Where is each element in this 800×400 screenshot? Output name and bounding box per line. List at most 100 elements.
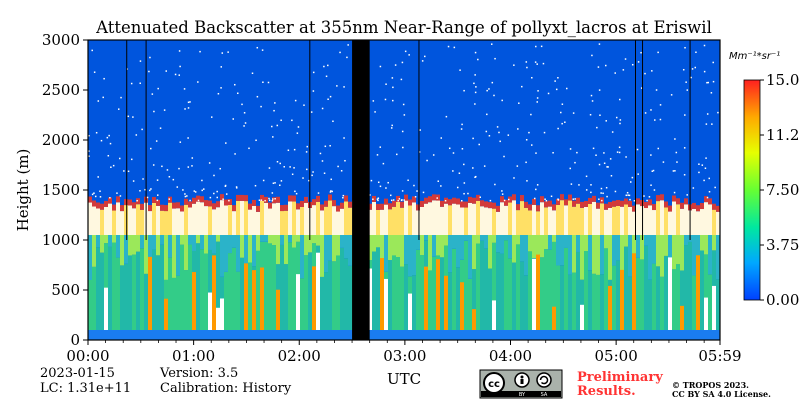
heatmap-speckle <box>474 91 477 94</box>
heatmap-cell <box>592 201 596 235</box>
heatmap-plot-area <box>87 39 722 341</box>
heatmap-speckle <box>146 196 149 199</box>
heatmap-speckle <box>149 189 151 192</box>
heatmap-speckle <box>222 198 224 200</box>
heatmap-speckle <box>168 176 171 178</box>
heatmap-cell <box>548 235 552 250</box>
heatmap-cell <box>540 235 544 258</box>
heatmap-cell <box>248 330 252 340</box>
heatmap-cell <box>600 330 604 340</box>
heatmap-speckle <box>302 177 304 179</box>
heatmap-cell <box>628 235 632 277</box>
heatmap-speckle <box>705 157 707 159</box>
heatmap-cell <box>540 330 544 340</box>
heatmap-speckle <box>712 61 714 64</box>
heatmap-cell <box>216 201 220 208</box>
heatmap-cell <box>412 196 416 203</box>
heatmap-cell <box>568 330 572 340</box>
sa-icon <box>536 372 552 388</box>
heatmap-cell <box>236 271 240 330</box>
heatmap-cell <box>148 256 152 330</box>
heatmap-cell <box>268 202 272 209</box>
heatmap-cell <box>240 257 244 330</box>
heatmap-speckle <box>294 99 297 102</box>
heatmap-cell <box>168 202 172 235</box>
heatmap-cell <box>704 235 708 255</box>
y-tick-label: 3000 <box>42 31 80 49</box>
heatmap-cell <box>660 276 664 330</box>
heatmap-cell <box>500 196 504 203</box>
heatmap-speckle <box>220 87 222 89</box>
heatmap-speckle <box>644 72 646 75</box>
heatmap-cell <box>436 200 440 235</box>
heatmap-speckle <box>498 131 500 134</box>
heatmap-speckle <box>130 82 133 85</box>
heatmap-speckle <box>276 160 279 163</box>
heatmap-speckle <box>197 81 199 83</box>
heatmap-speckle <box>228 199 230 202</box>
heatmap-cell <box>480 330 484 340</box>
heatmap-cell <box>664 207 668 235</box>
heatmap-speckle <box>369 194 371 196</box>
heatmap-speckle <box>463 89 465 92</box>
heatmap-cell <box>408 293 412 330</box>
heatmap-cell <box>132 208 136 235</box>
heatmap-cell <box>100 209 104 235</box>
heatmap-speckle <box>422 191 425 194</box>
heatmap-cell <box>216 235 220 242</box>
heatmap-cell <box>164 211 168 235</box>
heatmap-cell <box>344 235 348 259</box>
x-tick-label: 00:00 <box>66 347 109 365</box>
heatmap-speckle <box>187 107 190 109</box>
heatmap-cell <box>588 270 592 330</box>
heatmap-cell <box>536 211 540 235</box>
heatmap-cell <box>676 330 680 340</box>
heatmap-cell <box>316 330 320 340</box>
heatmap-speckle <box>95 131 98 134</box>
heatmap-cell <box>104 200 108 207</box>
heatmap-cell <box>172 235 176 278</box>
heatmap-cell <box>500 330 504 340</box>
heatmap-cell <box>452 197 456 204</box>
copyright-line2: CC BY SA 4.0 License. <box>672 389 771 399</box>
heatmap-cell <box>648 330 652 340</box>
heatmap-cell <box>616 199 620 206</box>
heatmap-cell <box>716 211 720 235</box>
heatmap-speckle <box>209 196 212 199</box>
heatmap-cell <box>160 235 164 245</box>
heatmap-cell <box>160 244 164 330</box>
heatmap-cell <box>492 330 496 340</box>
heatmap-cell <box>536 330 540 340</box>
heatmap-cell <box>520 201 524 235</box>
heatmap-cell <box>224 205 228 235</box>
heatmap-cell <box>128 255 132 330</box>
heatmap-speckle <box>268 199 271 202</box>
heatmap-cell <box>216 307 220 330</box>
heatmap-cell <box>612 235 616 266</box>
heatmap-speckle <box>187 166 190 168</box>
heatmap-speckle <box>576 151 578 154</box>
heatmap-cell <box>496 330 500 340</box>
heatmap-cell <box>116 257 120 330</box>
heatmap-speckle <box>279 162 281 165</box>
heatmap-speckle <box>463 182 466 184</box>
heatmap-cell <box>312 205 316 235</box>
heatmap-cell <box>144 273 148 330</box>
heatmap-cell <box>416 249 420 330</box>
heatmap-speckle <box>120 96 122 99</box>
heatmap-cell <box>540 257 544 330</box>
heatmap-cell <box>684 245 688 330</box>
heatmap-cell <box>204 206 208 235</box>
heatmap-speckle <box>650 154 652 156</box>
heatmap-speckle <box>444 199 447 202</box>
heatmap-cell <box>304 235 308 256</box>
heatmap-cell <box>252 270 256 330</box>
heatmap-speckle <box>305 151 308 153</box>
heatmap-speckle <box>416 190 418 192</box>
heatmap-cell <box>584 330 588 340</box>
heatmap-speckle <box>719 41 722 44</box>
heatmap-speckle <box>262 81 264 84</box>
heatmap-cell <box>248 209 252 235</box>
heatmap-cell <box>572 272 576 330</box>
